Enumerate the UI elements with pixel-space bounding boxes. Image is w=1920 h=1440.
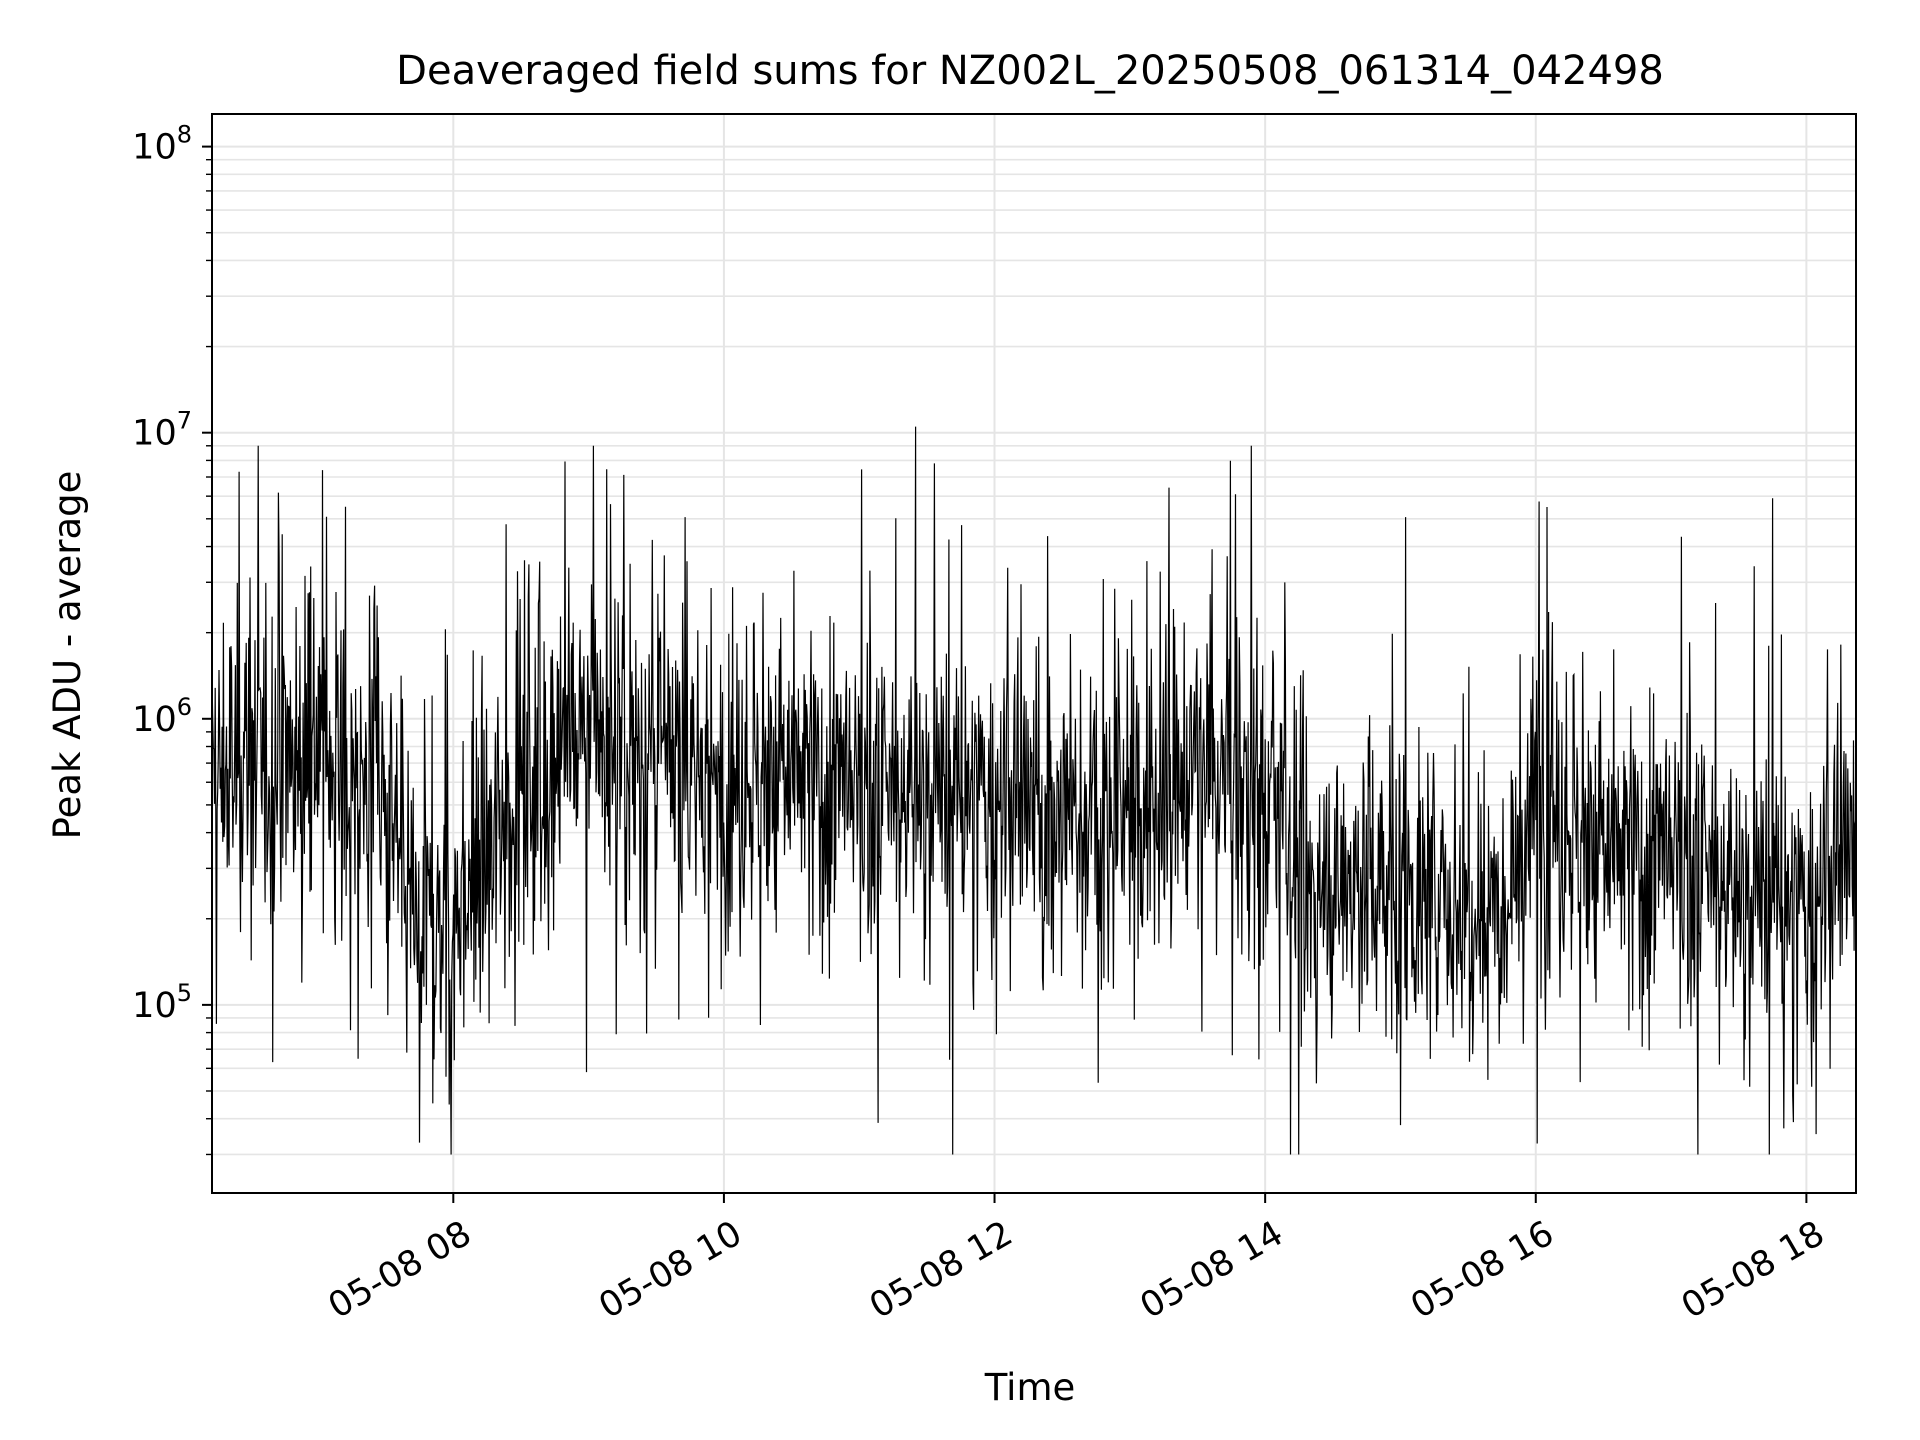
y-tick-label: 106: [132, 693, 192, 740]
y-axis-ticks: 105 106 107 108: [132, 121, 212, 1156]
y-axis-label: Peak ADU - average: [46, 471, 89, 840]
plot-frame: [211, 113, 1857, 1194]
data-series: [211, 426, 1857, 1155]
y-tick-label: 108: [132, 121, 192, 168]
chart-title: Deaveraged field sums for NZ002L_2025050…: [396, 48, 1664, 94]
y-tick-label: 107: [132, 407, 192, 454]
x-axis-label: Time: [984, 1366, 1076, 1409]
y-tick-label: 105: [132, 979, 192, 1026]
series-line: [211, 426, 1857, 1155]
